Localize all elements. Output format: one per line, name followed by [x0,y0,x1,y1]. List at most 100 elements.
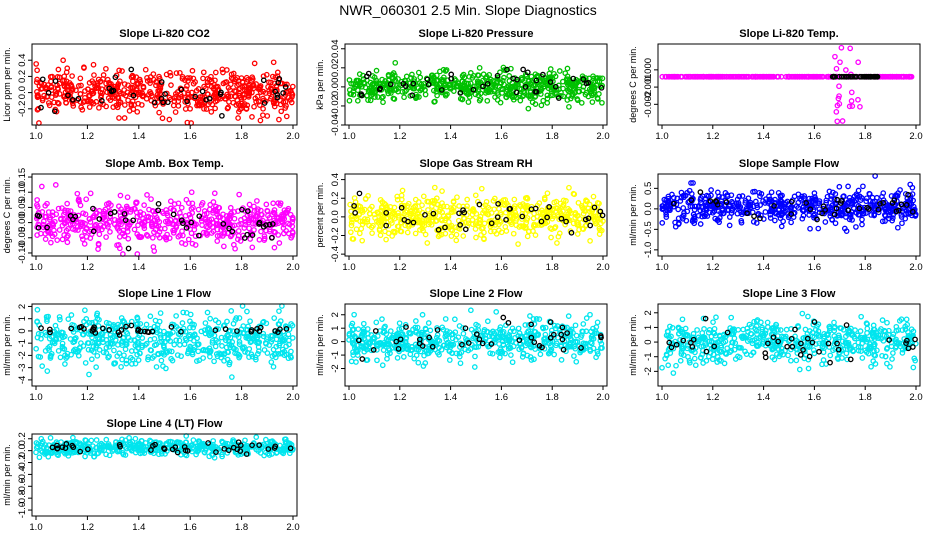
reference-point [44,224,50,231]
y-tick-label: 1 [17,316,28,321]
data-point [670,370,677,376]
reference-point [570,75,577,82]
data-point [469,75,476,81]
data-point [560,93,567,100]
data-point [245,85,252,91]
reference-point [500,314,507,321]
data-point [271,100,277,107]
data-point [203,106,210,112]
data-point [44,93,51,100]
data-point [566,184,572,191]
data-point [120,91,127,97]
data-point [185,236,192,243]
data-point [899,220,905,227]
data-point [855,187,862,194]
data-point [257,83,264,89]
x-tick-label: 1.6 [495,392,508,403]
data-point [253,98,259,105]
data-point [149,234,156,241]
data-point [583,89,590,96]
data-point [454,194,460,201]
data-point [235,115,241,121]
reference-point [425,81,432,88]
data-point [708,73,715,80]
data-point [481,229,487,236]
reference-point [540,71,546,78]
data-point [204,91,211,97]
data-point [254,208,261,214]
reference-point [151,99,158,106]
data-point [443,67,450,73]
data-point [476,64,483,71]
data-point [256,86,263,93]
data-point [836,100,843,107]
data-point [256,102,263,108]
data-point [283,113,290,120]
data-point [453,77,459,84]
data-point [542,75,549,82]
data-point [219,343,225,349]
reference-point [122,217,129,224]
data-point [710,319,716,326]
reference-point [36,213,43,220]
chart-title: Slope Li-820 Temp. [739,28,838,40]
data-point [596,91,602,97]
data-point [34,202,40,208]
data-point [82,307,88,314]
data-point [228,308,235,314]
data-point [466,94,473,100]
data-point [151,217,158,223]
data-point [460,330,467,337]
y-tick-label: 0.10 [17,183,28,202]
data-point [192,242,199,248]
data-point [282,105,289,111]
data-point [155,223,162,230]
data-point [276,240,283,246]
data-point [118,221,124,228]
data-point [213,217,220,224]
data-point [513,94,520,101]
data-point [45,100,52,106]
data-point [546,70,553,77]
y-tick-label: 0 [330,339,341,344]
data-point [552,87,558,93]
data-point [233,88,239,95]
data-point [370,85,376,92]
data-point [180,232,186,239]
data-points [659,173,919,235]
data-point [37,230,44,237]
data-point [416,80,423,86]
reference-point [533,77,540,84]
data-point [415,69,422,76]
data-point [227,204,234,211]
reference-point [46,326,53,333]
data-point [228,210,234,217]
data-point [511,196,518,203]
data-point [428,72,435,79]
data-point [121,233,128,239]
data-point [745,73,751,80]
data-point [44,368,51,374]
x-tick-label: 1.2 [706,131,719,142]
data-point [102,217,109,224]
data-point [128,102,135,109]
reference-point [125,245,132,252]
data-point [79,106,86,113]
data-point [114,94,121,101]
data-point [257,207,264,214]
reference-point [409,92,416,99]
data-point [198,201,205,208]
data-point [571,353,577,359]
data-point [350,81,357,87]
data-point [264,350,271,356]
data-point [508,352,514,358]
data-point [599,99,605,106]
data-point [678,73,684,80]
data-point [55,205,62,212]
data-point [289,83,296,90]
reference-point [96,216,103,222]
x-tick-label: 1.2 [81,392,94,403]
data-point [880,73,887,80]
